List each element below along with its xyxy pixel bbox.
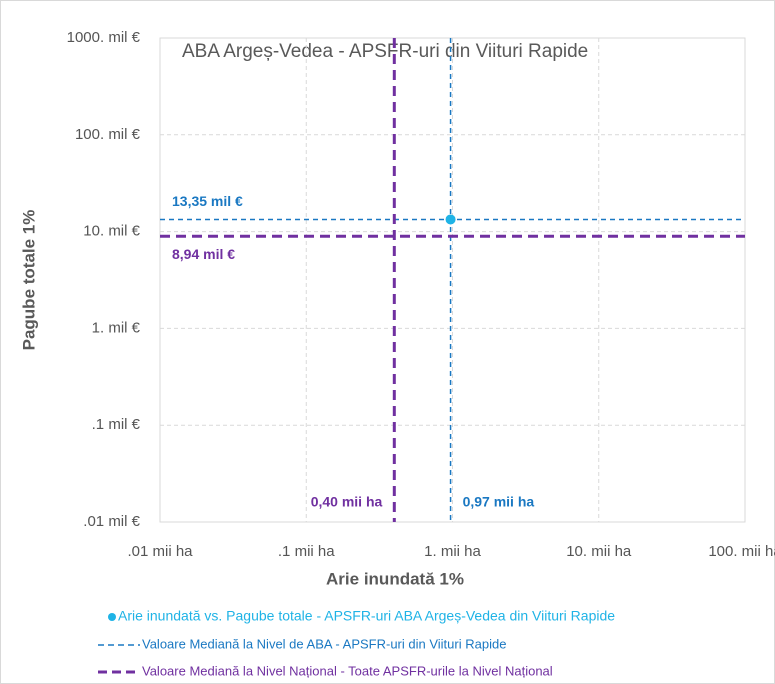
x-annotation: 0,40 mii ha	[311, 494, 383, 510]
y-annotation: 13,35 mil €	[172, 193, 243, 209]
y-annotation: 8,94 mil €	[172, 246, 235, 262]
y-tick-label: 1. mil €	[92, 319, 141, 336]
y-axis-label: Pagube totale 1%	[19, 210, 38, 351]
x-axis-label: Arie inundată 1%	[326, 569, 464, 588]
legend-label: Arie inundată vs. Pagube totale - APSFR-…	[118, 608, 615, 624]
point	[445, 214, 456, 225]
x-tick-label: 10. mii ha	[566, 543, 632, 560]
y-tick-label: 10. mil €	[83, 223, 140, 240]
x-annotation: 0,97 mii ha	[463, 494, 535, 510]
y-tick-label: .1 mil €	[92, 416, 141, 433]
legend-marker	[108, 613, 116, 621]
legend-label: Valoare Mediană la Nivel Național - Toat…	[142, 663, 553, 678]
y-tick-label: 100. mil €	[75, 126, 141, 143]
y-tick-label: 1000. mil €	[67, 29, 141, 46]
x-tick-label: .01 mii ha	[127, 543, 193, 560]
y-tick-label: .01 mil €	[83, 513, 140, 530]
x-tick-label: .1 mii ha	[278, 543, 335, 560]
x-tick-label: 100. mii ha	[708, 543, 775, 560]
x-tick-label: 1. mii ha	[424, 543, 481, 560]
chart-title: ABA Argeș-Vedea - APSFR-uri din Viituri …	[182, 41, 588, 62]
legend-label: Valoare Mediană la Nivel de ABA - APSFR-…	[142, 636, 506, 651]
